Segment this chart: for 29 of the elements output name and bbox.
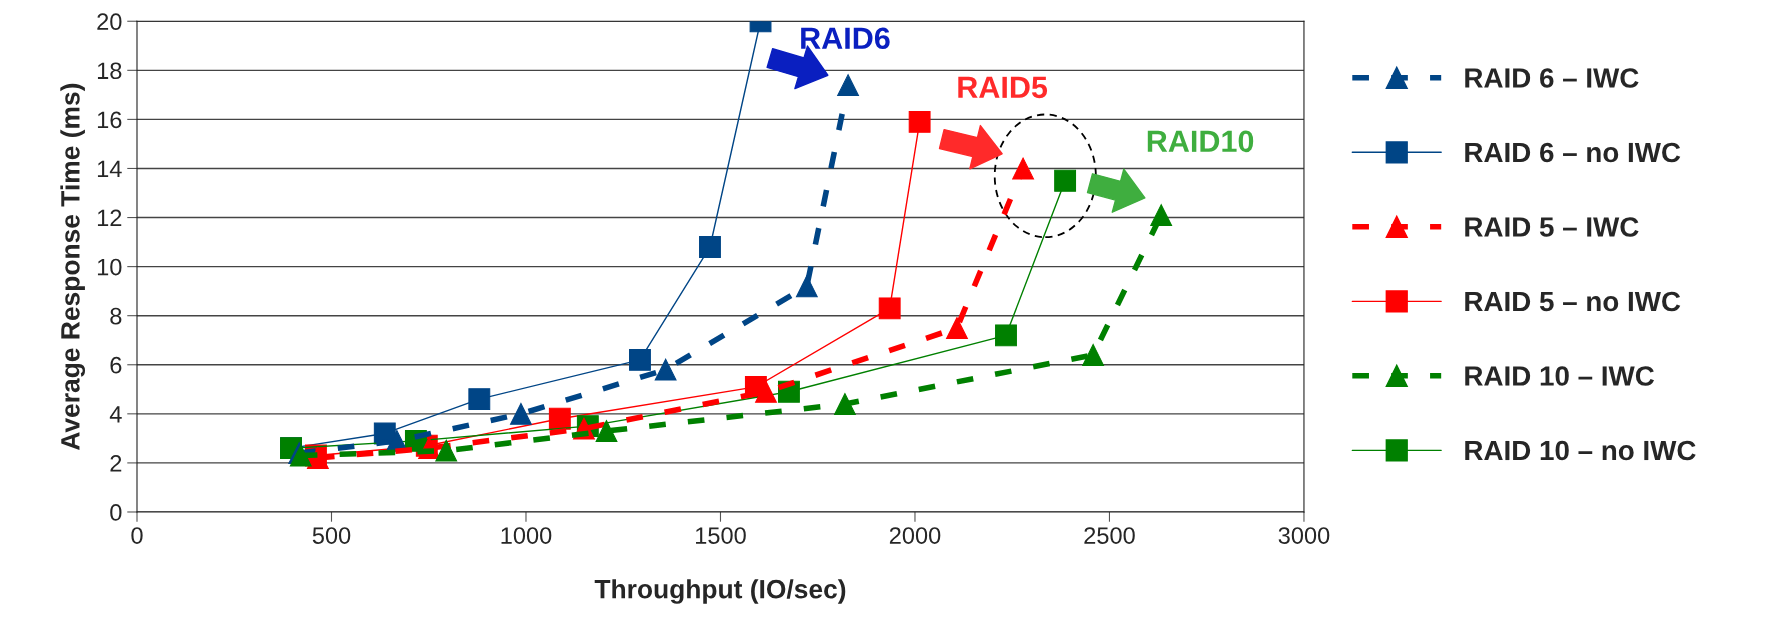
annotation: RAID6 — [801, 27, 890, 50]
annotation: RAID10 — [1147, 130, 1254, 153]
y-tick-label: 4 — [109, 406, 122, 423]
y-tick-label: 8 — [110, 307, 122, 325]
y-tick-label: 10 — [97, 258, 122, 276]
y-tick-label: 16 — [97, 111, 122, 129]
y-tick-label: 0 — [110, 504, 122, 521]
legend-label: RAID 6 – no IWC — [1465, 142, 1681, 163]
x-tick-label: 500 — [312, 527, 351, 544]
legend-label: RAID 5 – IWC — [1465, 217, 1639, 237]
y-tick-label: 2 — [110, 454, 122, 472]
x-axis-title: Throughput (IO/sec) — [594, 579, 846, 604]
x-tick-label: 2500 — [1084, 527, 1135, 544]
legend-label: RAID 5 – no IWC — [1465, 291, 1681, 312]
y-tick-label: 6 — [110, 356, 122, 374]
y-axis-title: Average Response Time (ms) — [60, 83, 86, 451]
y-tick-label: 12 — [97, 209, 122, 227]
x-tick-label: 3000 — [1278, 527, 1330, 544]
y-tick-label: 20 — [97, 13, 122, 31]
x-tick-label: 0 — [131, 527, 143, 544]
legend-label: RAID 10 – no IWC — [1465, 440, 1696, 461]
legend-label: RAID 10 – IWC — [1465, 366, 1655, 386]
legend-label: RAID 6 – IWC — [1465, 68, 1639, 88]
x-tick-label: 1500 — [696, 527, 746, 544]
x-tick-label: 2000 — [889, 527, 941, 544]
x-tick-label: 1000 — [501, 527, 552, 544]
annotation: RAID5 — [958, 76, 1048, 99]
y-tick-label: 14 — [97, 160, 122, 178]
y-tick-label: 18 — [97, 62, 122, 80]
